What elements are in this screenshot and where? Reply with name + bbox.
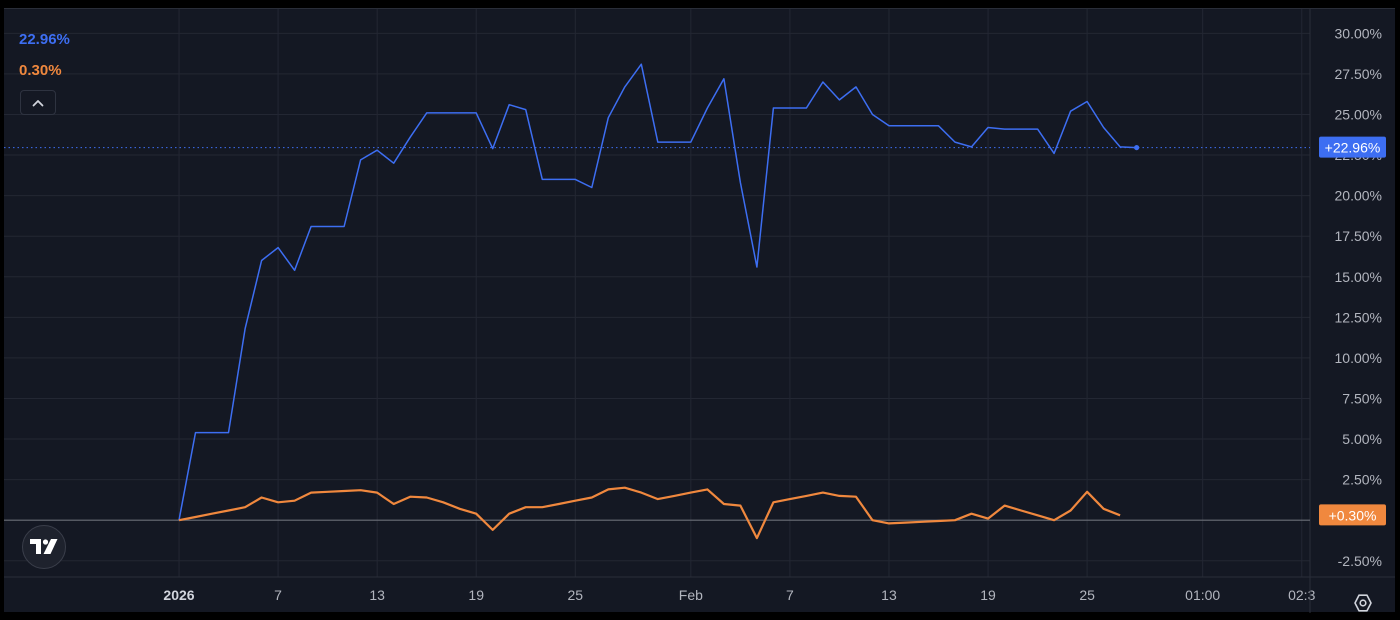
x-tick-label: 19 <box>468 587 484 603</box>
y-tick-label: 15.00% <box>1335 269 1382 285</box>
y-tick-label: 27.50% <box>1335 66 1382 82</box>
collapse-legend-button[interactable] <box>20 90 56 115</box>
series-a-line <box>178 63 1137 521</box>
y-tick-label: 17.50% <box>1335 228 1382 244</box>
x-tick-label: 25 <box>567 587 583 603</box>
series-a-last-point <box>1134 144 1140 151</box>
series-a-price-badge-bg <box>1319 136 1386 158</box>
y-tick-label: 10.00% <box>1335 350 1382 366</box>
y-tick-label: 20.00% <box>1335 188 1382 204</box>
y-tick-label: 12.50% <box>1335 309 1382 325</box>
x-tick-label: 7 <box>786 587 794 603</box>
x-tick-label: 19 <box>980 587 996 603</box>
chart-panel[interactable]: 30.00%27.50%25.00%22.50%20.00%17.50%15.0… <box>4 8 1395 613</box>
chart-canvas[interactable]: 30.00%27.50%25.00%22.50%20.00%17.50%15.0… <box>4 9 1395 613</box>
series-b-line <box>178 486 1121 540</box>
series-b-legend-value: 0.30% <box>19 62 62 79</box>
y-tick-label: 7.50% <box>1342 390 1382 406</box>
y-tick-label: 30.00% <box>1335 25 1382 41</box>
series-b-price-badge: +0.30% <box>1319 504 1386 526</box>
x-tick-label: 7 <box>274 587 282 603</box>
x-tick-label: Feb <box>679 587 703 603</box>
series-b-price-badge-text: +0.30% <box>1329 507 1377 523</box>
x-tick-label: 01:00 <box>1185 587 1220 603</box>
x-tick-label: 02:3 <box>1288 587 1315 603</box>
series-a-price-badge-text: +22.96% <box>1325 140 1381 156</box>
settings-button[interactable] <box>1351 593 1375 617</box>
y-tick-label: -2.50% <box>1338 553 1382 569</box>
tradingview-logo-icon[interactable] <box>22 525 66 569</box>
y-tick-label: 25.00% <box>1335 106 1382 122</box>
y-tick-label: 5.00% <box>1342 431 1382 447</box>
series-a-price-badge: +22.96% <box>1319 136 1386 158</box>
gear-icon <box>1353 593 1373 618</box>
x-tick-label: 13 <box>369 587 385 603</box>
x-tick-label: 25 <box>1079 587 1095 603</box>
x-tick-label: 13 <box>881 587 897 603</box>
series-b-price-badge-bg <box>1319 504 1386 526</box>
y-tick-label: 2.50% <box>1342 472 1382 488</box>
x-tick-label: 2026 <box>163 587 194 603</box>
chevron-up-icon <box>32 94 44 112</box>
series-a-legend-value: 22.96% <box>19 31 70 48</box>
